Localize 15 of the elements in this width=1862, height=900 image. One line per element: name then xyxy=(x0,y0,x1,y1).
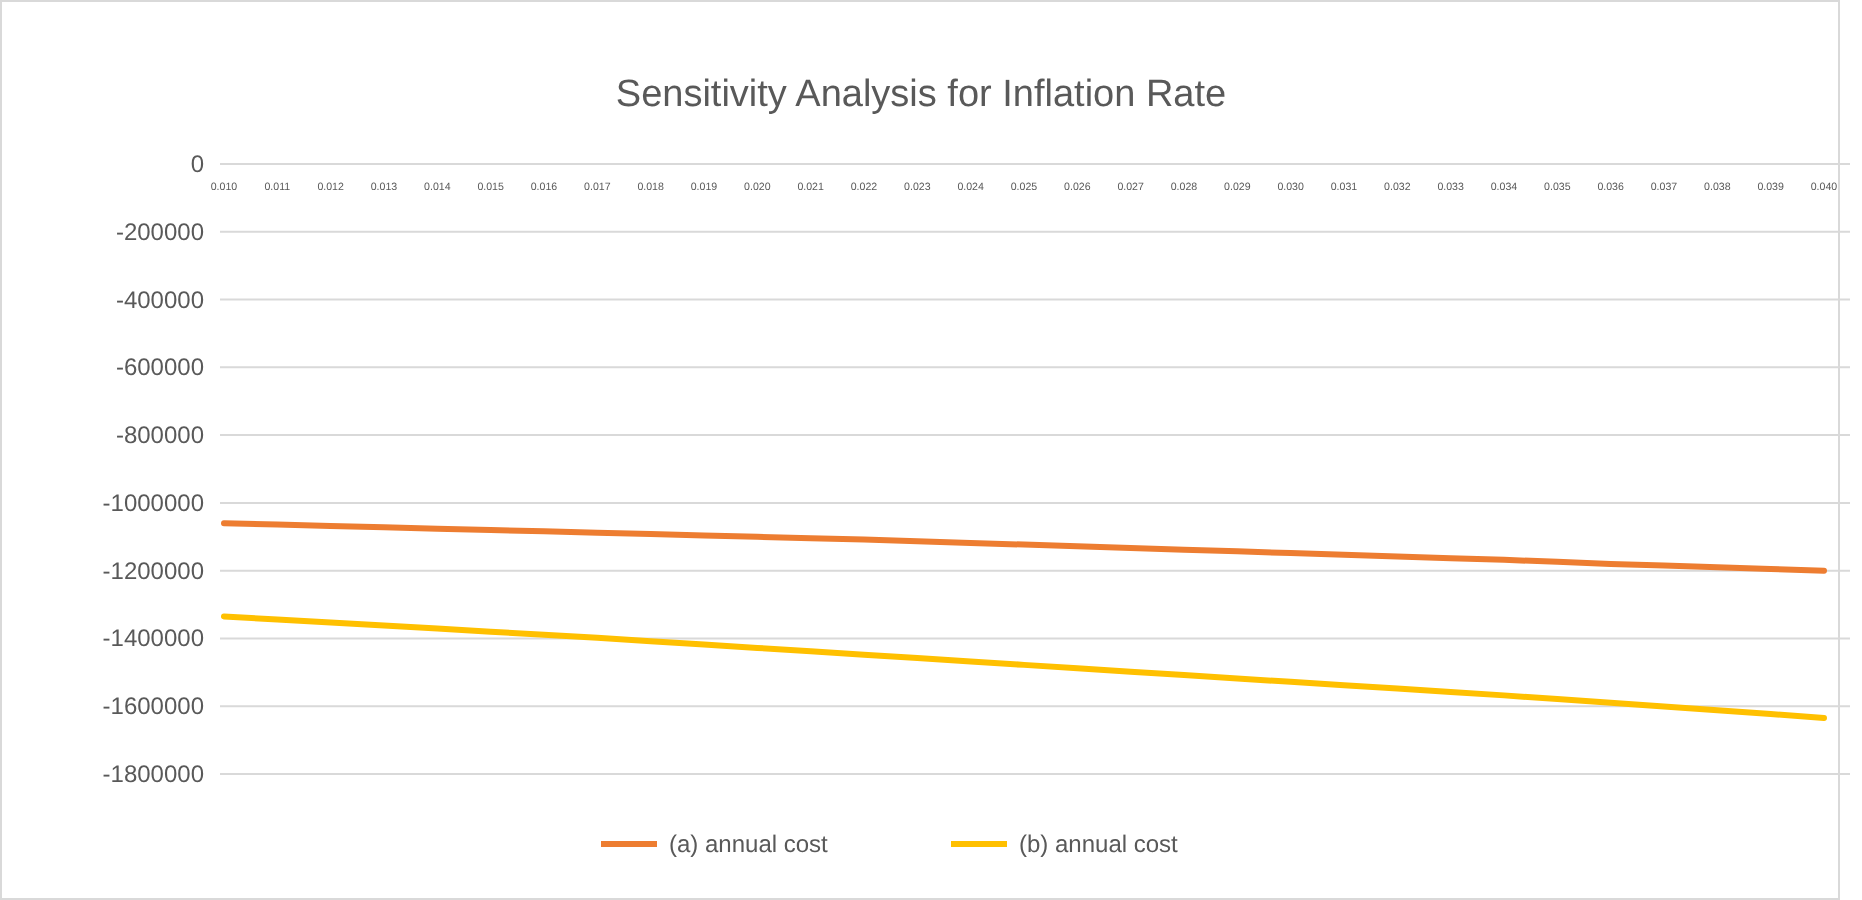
y-tick-label: -200000 xyxy=(115,217,205,246)
y-tick-label: -1600000 xyxy=(102,692,205,721)
legend-label: (a) annual cost xyxy=(669,830,830,858)
legend-label: (b) annual cost xyxy=(1019,830,1180,858)
y-tick-label: -1800000 xyxy=(102,760,205,788)
y-tick-label: -1000000 xyxy=(102,488,205,517)
y-tick-label: 0 xyxy=(190,150,205,178)
y-tick-label: -600000 xyxy=(115,353,205,382)
chart-title: Sensitivity Analysis for Inflation Rate xyxy=(615,74,1227,116)
y-tick-label: -400000 xyxy=(115,285,205,314)
y-tick-label: -1400000 xyxy=(102,624,205,653)
line-series xyxy=(221,520,1827,574)
line-series xyxy=(221,613,1827,722)
y-tick-label: -800000 xyxy=(115,421,205,450)
y-tick-label: -1200000 xyxy=(102,556,205,585)
